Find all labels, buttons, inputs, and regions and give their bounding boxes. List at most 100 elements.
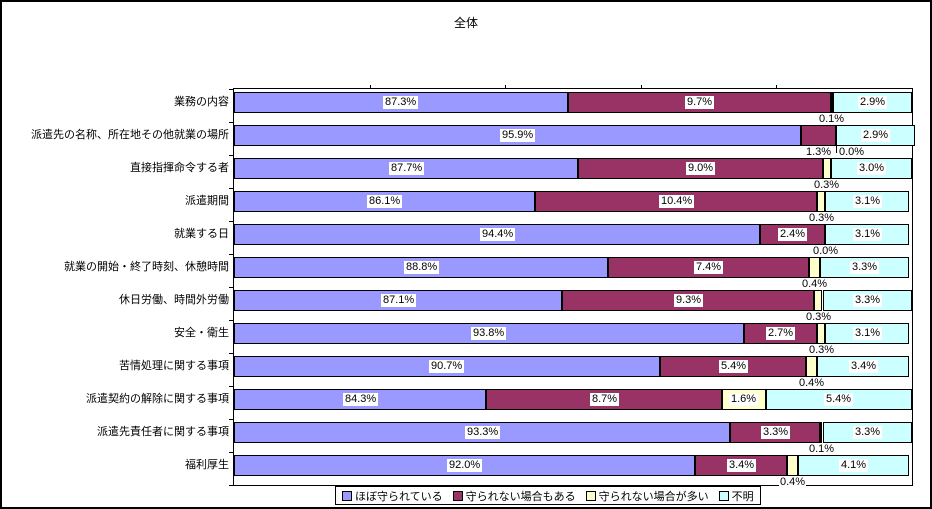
category-label: 業務の内容 [174,96,229,108]
category-axis-tick [229,89,233,90]
category-axis-tick [229,221,233,222]
value-axis-tick [776,85,778,89]
legend-item: 守られない場合もある [452,488,576,504]
segment-value-label: 84.3% [343,393,379,406]
segment-value-label: 2.9% [861,129,891,142]
segment-value-label: 87.3% [383,96,419,109]
segment-value-label-below: 0.3% [808,344,836,356]
segment-value-label-below: 0.4% [801,278,829,290]
legend-swatch-icon [585,490,596,501]
category-axis-tick [229,386,233,387]
segment-value-label: 2.7% [766,327,796,340]
segment-value-label: 1.6% [729,393,759,406]
bar-segment [787,455,799,476]
segment-value-label: 9.7% [685,96,715,109]
segment-value-label: 9.3% [674,294,704,307]
category-axis-tick [229,254,233,255]
bar-segment [814,290,823,311]
segment-value-label-below: 0.3% [813,179,841,191]
chart-title: 全体 [453,16,478,30]
segment-value-label: 9.0% [686,162,716,175]
category-label: 福利厚生 [185,459,229,471]
plot-area [233,88,913,486]
bar-segment [806,356,818,377]
bar-segment [817,191,826,212]
segment-value-label: 87.1% [381,294,417,307]
bar-segment [830,92,834,113]
category-axis-tick [229,452,233,453]
segment-value-label: 95.9% [500,129,536,142]
segment-value-label-below: 1.3% [805,146,833,158]
segment-value-label: 88.8% [404,261,440,274]
segment-value-label: 2.4% [778,228,808,241]
bar-segment [800,125,837,146]
segment-value-label: 10.4% [659,195,695,208]
segment-value-label: 93.8% [471,327,507,340]
segment-value-label-below: 0.3% [805,311,833,323]
segment-value-label: 3.4% [849,360,879,373]
segment-value-label: 92.0% [447,459,483,472]
category-label: 苦情処理に関する事項 [119,360,229,372]
category-label: 直接指揮命令する者 [130,162,229,174]
segment-value-label-below: 0.1% [808,443,836,455]
category-label: 就業の開始・終了時刻、休憩時間 [64,261,229,273]
segment-value-label: 3.3% [761,426,791,439]
legend-swatch-icon [452,490,463,501]
bar-segment [819,422,823,443]
segment-value-label: 2.9% [858,96,888,109]
category-label: 派遣先の名称、所在地その他就業の場所 [31,129,229,141]
segment-value-label: 86.1% [367,195,403,208]
segment-value-label: 5.4% [824,393,854,406]
segment-value-label: 3.0% [857,162,887,175]
category-axis-tick [229,155,233,156]
segment-value-label: 94.4% [480,228,516,241]
legend-label: 守られない場合が多い [598,490,709,503]
category-axis-tick [229,122,233,123]
legend-swatch-icon [718,490,729,501]
category-label: 休日労働、時間外労働 [119,294,229,306]
segment-value-label: 3.1% [853,195,883,208]
legend-item: ほぼ守られている [342,488,443,504]
segment-value-label: 90.7% [429,360,465,373]
category-label: 派遣期間 [185,195,229,207]
segment-value-label: 3.3% [853,426,883,439]
legend-label: 不明 [731,490,754,503]
segment-value-label: 87.7% [389,162,425,175]
segment-value-label: 8.7% [590,393,620,406]
label-leader-line [836,146,837,153]
segment-value-label: 4.1% [839,459,869,472]
segment-value-label-below: 0.3% [808,212,836,224]
category-axis-tick [229,188,233,189]
segment-value-label: 3.3% [850,261,880,274]
segment-value-label: 7.4% [694,261,724,274]
category-label: 就業する日 [174,228,229,240]
segment-value-label: 93.3% [465,426,501,439]
bar-segment [822,158,831,179]
category-label: 派遣先責任者に関する事項 [97,426,229,438]
segment-value-label: 3.4% [727,459,757,472]
segment-value-label-below: 0.0% [812,245,840,257]
legend-swatch-icon [342,490,352,501]
category-label: 安全・衛生 [174,327,229,339]
segment-value-label: 5.4% [719,360,749,373]
legend-label: 守られない場合もある [465,490,576,503]
value-axis-tick [505,85,507,89]
value-axis-tick [369,85,371,89]
bar-segment [817,323,826,344]
category-axis-tick [229,353,233,354]
segment-value-label-below: 0.4% [779,476,807,488]
bar-segment [808,257,820,278]
category-label: 派遣契約の解除に関する事項 [86,393,229,405]
category-axis-tick [229,320,233,321]
category-axis-tick [229,419,233,420]
legend-item: 守られない場合が多い [585,488,709,504]
segment-value-label-below: 0.4% [798,377,826,389]
category-axis-tick [229,287,233,288]
segment-value-label: 3.1% [853,228,883,241]
segment-value-label-below: 0.0% [838,146,866,158]
legend: ほぼ守られている 守られない場合もある 守られない場合が多い 不明 [335,486,761,505]
category-axis-tick [229,485,233,486]
legend-label: ほぼ守られている [355,490,443,503]
segment-value-label-below: 0.1% [818,113,846,125]
